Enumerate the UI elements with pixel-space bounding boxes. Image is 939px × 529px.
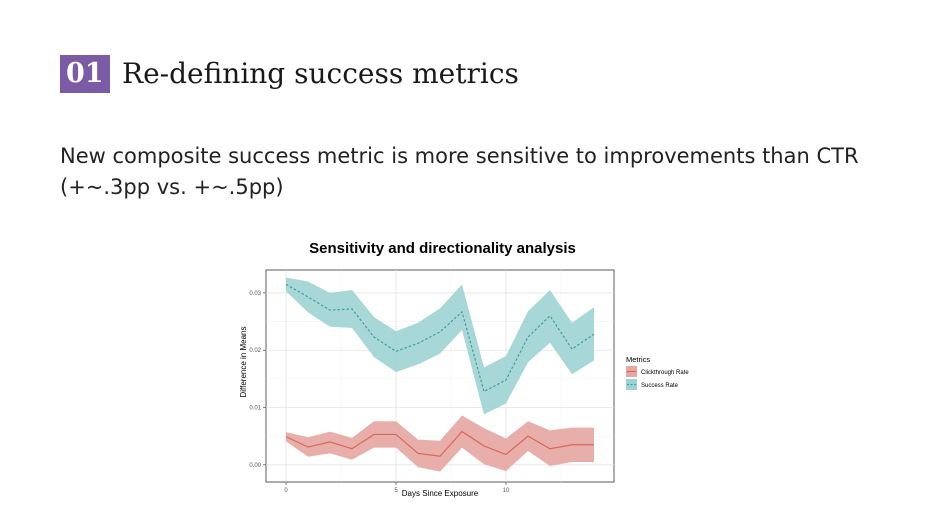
chart-title: Sensitivity and directionality analysis: [309, 240, 576, 257]
legend-label-success-rate: Success Rate: [641, 383, 679, 389]
line-chart: 0.00 0.01 0.02 0.03 0 5 10 Days Since Exposur…: [239, 269, 689, 498]
y-tick-label: 0.00: [249, 463, 261, 469]
legend-item-clickthrough-rate: Clickthrough Rate: [626, 366, 689, 377]
x-tick-label: 10: [503, 488, 510, 494]
section-number-badge: 01: [60, 55, 110, 93]
x-axis-label: Days Since Exposure: [402, 489, 479, 498]
y-tick-label: 0.02: [249, 348, 261, 354]
x-axis-ticks: 0 5 10: [284, 482, 510, 494]
page-title: Re-defining success metrics: [122, 57, 519, 90]
series-line-clickthrough-rate: [285, 430, 594, 457]
y-tick-label: 0.01: [249, 406, 261, 412]
legend-title: Metrics: [626, 355, 650, 364]
series-line-success-rate: [285, 283, 595, 393]
y-axis-label: Difference in Means: [239, 327, 248, 398]
confidence-band-success-rate: [286, 277, 594, 415]
x-tick-label: 0: [284, 488, 288, 494]
confidence-band-clickthrough-rate: [286, 415, 594, 472]
confidence-bands: [286, 277, 594, 472]
y-axis-ticks: 0.00 0.01 0.02 0.03: [249, 291, 266, 469]
series-lines: [285, 283, 595, 457]
legend-label-clickthrough-rate: Clickthrough Rate: [641, 370, 689, 376]
x-tick-label: 5: [394, 488, 398, 494]
legend-item-success-rate: Success Rate: [626, 379, 679, 390]
y-tick-label: 0.03: [249, 291, 261, 297]
chart-legend: Metrics Clickthrough Rate Success Rate: [626, 355, 689, 390]
slide-subtitle: New composite success metric is more sen…: [60, 144, 859, 199]
